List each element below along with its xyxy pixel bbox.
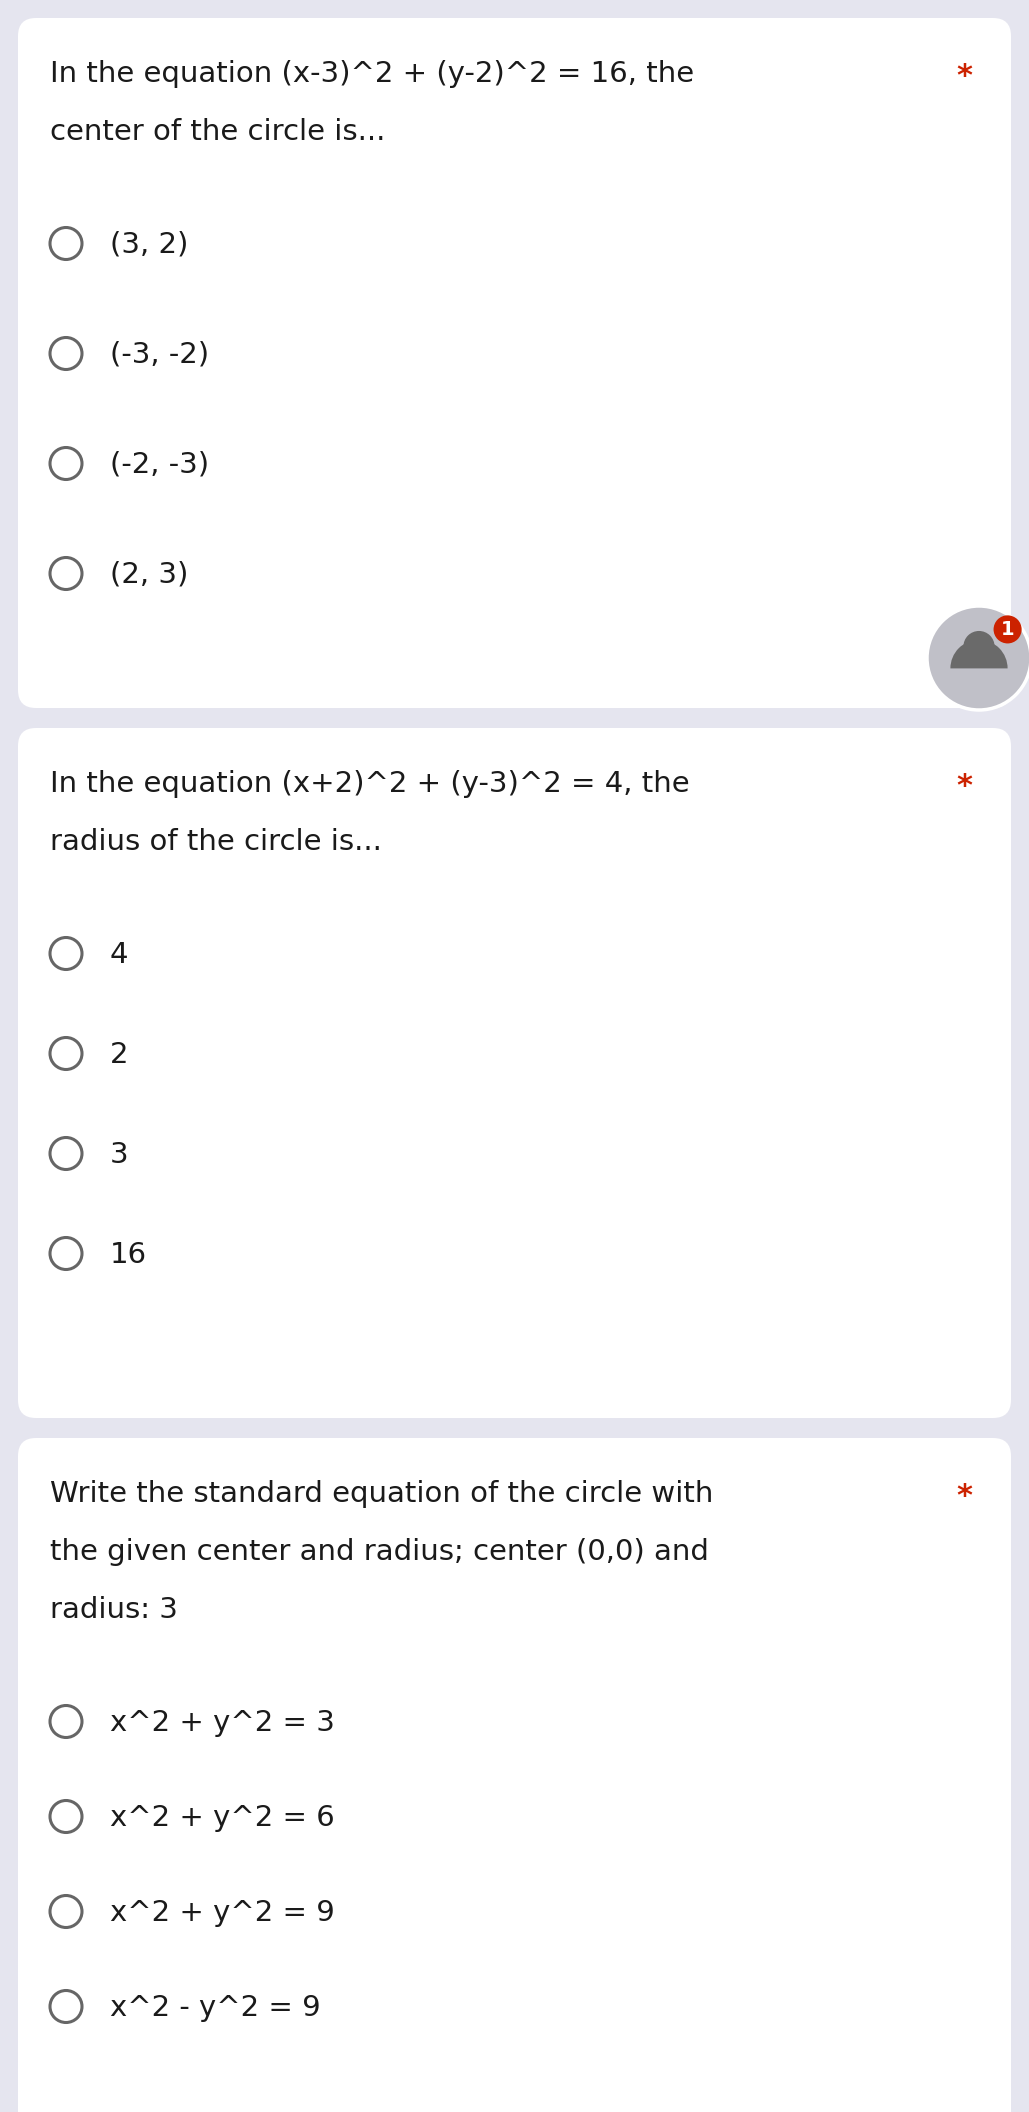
Text: *: * [956,1483,972,1510]
Text: radius: 3: radius: 3 [50,1597,178,1624]
Text: the given center and radius; center (0,0) and: the given center and radius; center (0,0… [50,1538,709,1565]
Text: 3: 3 [110,1140,129,1170]
Text: (-2, -3): (-2, -3) [110,452,209,479]
Text: Write the standard equation of the circle with: Write the standard equation of the circl… [50,1481,713,1508]
Circle shape [927,606,1029,710]
Text: x^2 + y^2 = 3: x^2 + y^2 = 3 [110,1709,334,1736]
Text: center of the circle is...: center of the circle is... [50,118,386,146]
Text: *: * [956,61,972,91]
Text: x^2 - y^2 = 9: x^2 - y^2 = 9 [110,1994,321,2021]
Circle shape [963,631,995,663]
Text: 16: 16 [110,1242,147,1269]
Text: 2: 2 [110,1041,129,1069]
Text: 4: 4 [110,942,129,969]
Text: x^2 + y^2 = 6: x^2 + y^2 = 6 [110,1804,334,1831]
Text: x^2 + y^2 = 9: x^2 + y^2 = 9 [110,1899,334,1926]
Text: (3, 2): (3, 2) [110,230,188,260]
FancyBboxPatch shape [17,19,1012,708]
Text: In the equation (x+2)^2 + (y-3)^2 = 4, the: In the equation (x+2)^2 + (y-3)^2 = 4, t… [50,771,689,798]
Circle shape [994,615,1022,644]
FancyBboxPatch shape [17,1438,1012,2112]
Text: In the equation (x-3)^2 + (y-2)^2 = 16, the: In the equation (x-3)^2 + (y-2)^2 = 16, … [50,59,695,89]
Text: (-3, -2): (-3, -2) [110,340,209,370]
Text: 1: 1 [1001,621,1015,640]
FancyBboxPatch shape [17,729,1012,1417]
Text: (2, 3): (2, 3) [110,562,188,589]
Text: *: * [956,773,972,800]
Wedge shape [951,640,1007,667]
Text: radius of the circle is...: radius of the circle is... [50,828,382,855]
